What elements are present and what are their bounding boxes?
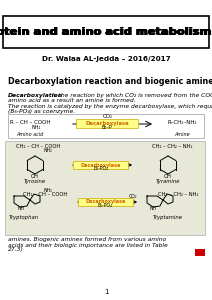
Text: Protein and amino acid metabolism(3): Protein and amino acid metabolism(3) — [0, 27, 212, 37]
Text: amino acid as a result an amine is formed.: amino acid as a result an amine is forme… — [8, 98, 135, 103]
Text: Dr. Walaa AL-Jedda – 2016/2017: Dr. Walaa AL-Jedda – 2016/2017 — [42, 56, 170, 62]
Text: CH₂ – CH – COOH: CH₂ – CH – COOH — [23, 191, 67, 196]
Text: OH: OH — [31, 175, 39, 179]
Text: Decarboxylase: Decarboxylase — [80, 163, 121, 167]
Text: CH₂ – CH₂ – NH₂: CH₂ – CH₂ – NH₂ — [158, 191, 198, 196]
Text: Tyrosine: Tyrosine — [24, 179, 46, 184]
Text: Protein and amino acid metabolism(3): Protein and amino acid metabolism(3) — [0, 27, 212, 37]
Text: 1: 1 — [104, 289, 108, 295]
Bar — [3, 16, 209, 48]
Text: Protein and amino acid metabolism(3): Protein and amino acid metabolism(3) — [0, 27, 212, 37]
Text: amines. Biogenic amines formed from various amino: amines. Biogenic amines formed from vari… — [8, 238, 166, 242]
Text: (B₆-PO₄) as coenzyme.: (B₆-PO₄) as coenzyme. — [8, 110, 75, 115]
Text: Tryptamine: Tryptamine — [153, 214, 183, 220]
Text: NH₂: NH₂ — [43, 188, 52, 193]
Text: B₆-PO₄: B₆-PO₄ — [93, 166, 108, 171]
Text: Amine: Amine — [174, 133, 190, 137]
Text: Protein and amino acid metabolism(3): Protein and amino acid metabolism(3) — [0, 27, 212, 37]
Text: B₆-PO₄: B₆-PO₄ — [98, 203, 113, 208]
Text: CH₂ – CH₂ – NH₂: CH₂ – CH₂ – NH₂ — [152, 145, 192, 149]
Text: B₆–P: B₆–P — [102, 125, 112, 130]
Text: The reaction is catalyzed by the enzyme decarboxylase, which requires pyridoxal-: The reaction is catalyzed by the enzyme … — [8, 104, 212, 109]
Bar — [76, 119, 138, 128]
Text: Protein and amino acid metabolism(3): Protein and amino acid metabolism(3) — [0, 27, 212, 37]
Text: Tryptophan: Tryptophan — [9, 214, 39, 220]
Text: R–CH₂–NH₂: R–CH₂–NH₂ — [167, 121, 197, 125]
Text: NH: NH — [18, 206, 25, 211]
Bar — [195, 249, 205, 256]
Text: NH₂: NH₂ — [31, 125, 41, 130]
Text: NH: NH — [149, 206, 156, 211]
Text: 27.3): 27.3) — [8, 248, 24, 253]
Text: acids and their biologic importance are listed in Table: acids and their biologic importance are … — [8, 242, 168, 247]
Bar — [8, 114, 204, 138]
Text: CO₂: CO₂ — [129, 194, 137, 200]
Text: Tyramine: Tyramine — [156, 179, 180, 184]
Text: R – CH – COOH: R – CH – COOH — [10, 121, 50, 125]
Text: OH: OH — [164, 175, 172, 179]
Text: CH₂ – CH – COOH: CH₂ – CH – COOH — [16, 145, 60, 149]
Text: NH₂: NH₂ — [43, 148, 52, 154]
Text: Decarboxylation: Decarboxylation — [8, 92, 63, 98]
Bar — [5, 141, 205, 235]
Text: Amino acid: Amino acid — [16, 133, 44, 137]
Text: Decarboxylase: Decarboxylase — [85, 200, 126, 205]
Bar — [73, 161, 128, 169]
Bar — [78, 198, 133, 206]
Text: is the reaction by which CO₂ is removed from the COOH group of an: is the reaction by which CO₂ is removed … — [50, 92, 212, 98]
Text: Decarboxylase: Decarboxylase — [85, 121, 129, 126]
Text: Decarboxylation reaction and biogenic amines: Decarboxylation reaction and biogenic am… — [8, 77, 212, 86]
Text: CO₂: CO₂ — [103, 115, 113, 119]
